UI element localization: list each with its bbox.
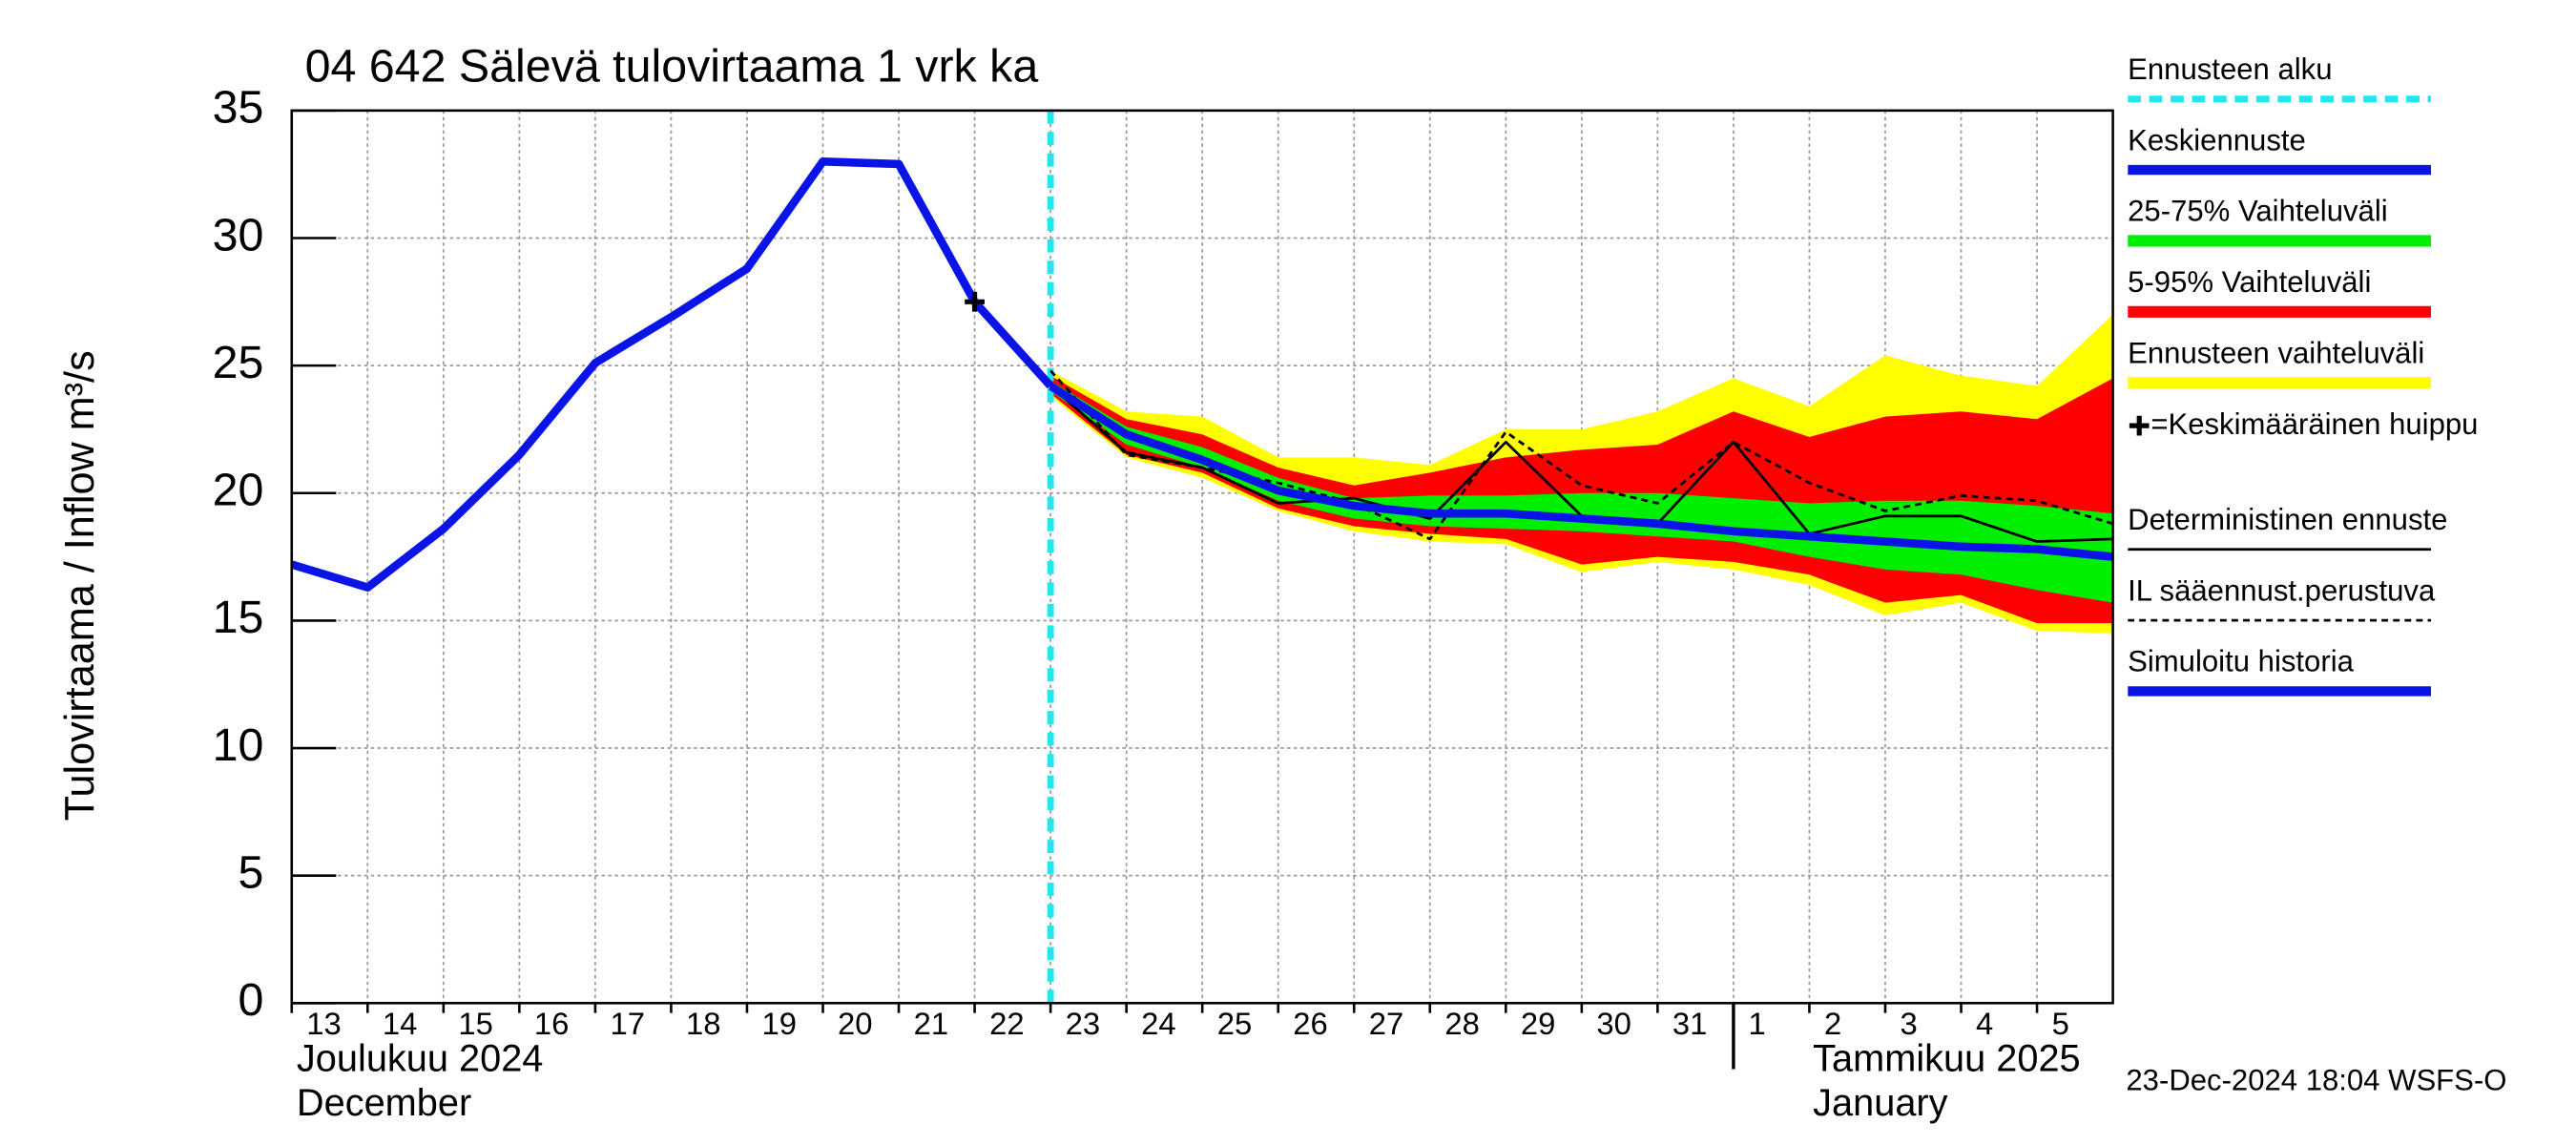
plot-frame (290, 109, 2114, 1005)
x-tick-label: 16 (534, 1006, 569, 1041)
x-tick-label: 28 (1444, 1006, 1479, 1041)
x-tick-label: 1 (1748, 1006, 1765, 1041)
x-tick-label: 5 (2052, 1006, 2069, 1041)
legend-text: 25-75% Vaihteluväli (2128, 195, 2388, 228)
legend-swatch (2128, 95, 2431, 103)
x-tick-label: 31 (1672, 1006, 1707, 1041)
legend-text: Deterministinen ennuste (2128, 503, 2448, 536)
y-tick-label: 0 (238, 974, 263, 1026)
legend-item: 5-95% Vaihteluväli (2128, 264, 2510, 335)
legend-item: Ennusteen alku (2128, 52, 2510, 122)
legend-item: =Keskimääräinen huippu (2128, 406, 2510, 501)
x-tick-label: 29 (1521, 1006, 1555, 1041)
y-axis-label: Tulovirtaama / Inflow m³/s (57, 350, 103, 821)
legend-swatch (2128, 235, 2431, 247)
y-tick-label: 5 (238, 846, 263, 898)
y-tick-label: 10 (213, 719, 264, 771)
legend-swatch (2128, 686, 2431, 697)
x-tick-label: 30 (1596, 1006, 1631, 1041)
legend-swatch (2128, 305, 2431, 318)
legend-marker-shape (2129, 416, 2150, 436)
peak-marker (965, 291, 985, 312)
timestamp: 23-Dec-2024 18:04 WSFS-O (2126, 1064, 2506, 1097)
legend-item: Ennusteen vaihteluväli (2128, 335, 2510, 406)
legend-label: =Keskimääräinen huippu (2128, 406, 2500, 442)
legend-text: Keskiennuste (2128, 123, 2306, 157)
legend-swatch (2128, 618, 2431, 622)
x-tick-label: 26 (1293, 1006, 1327, 1041)
marks-layer (965, 291, 985, 312)
y-tick-label: 15 (213, 592, 264, 643)
x-tick-label: 14 (383, 1006, 417, 1041)
series-line (290, 156, 1054, 592)
legend-swatch (2128, 548, 2431, 552)
legend-text: 5-95% Vaihteluväli (2128, 265, 2372, 299)
band (1050, 381, 2113, 603)
month-label: December (297, 1082, 471, 1124)
legend-marker (2129, 416, 2150, 436)
x-tick-label: 4 (1976, 1006, 1993, 1041)
legend-label: 5-95% Vaihteluväli (2128, 264, 2510, 301)
y-tick-label: 20 (213, 465, 264, 516)
x-tick-label: 13 (306, 1006, 341, 1041)
x-tick-label: 19 (762, 1006, 797, 1041)
legend-item: IL sääennust.perustuva (2128, 572, 2510, 643)
legend-text: Ennusteen alku (2128, 52, 2333, 86)
legend-label: Simuloitu historia (2128, 643, 2510, 679)
legend-box: Ennusteen alku Keskiennuste 25-75% Vaihtel… (2128, 52, 2510, 715)
legend-swatch (2128, 164, 2431, 176)
x-tick-label: 20 (838, 1006, 872, 1041)
legend-item: 25-75% Vaihteluväli (2128, 193, 2510, 263)
month-label: Joulukuu 2024 (297, 1037, 543, 1079)
legend-label: Ennusteen vaihteluväli (2128, 335, 2510, 371)
month-label: Tammikuu 2025 (1813, 1037, 2080, 1079)
legend-label: Deterministinen ennuste (2128, 502, 2510, 538)
bands-layer (1050, 314, 2113, 634)
legend-text: IL sääennust.perustuva (2128, 573, 2436, 608)
legend-label: Keskiennuste (2128, 122, 2510, 158)
x-tick-label: 25 (1217, 1006, 1252, 1041)
x-tick-label: 23 (1066, 1006, 1100, 1041)
series-line (1048, 382, 2114, 561)
month-label: January (1813, 1082, 1947, 1124)
legend: Ennusteen alku Keskiennuste 25-75% Vaihtel… (2128, 52, 2510, 715)
x-tick-label: 17 (610, 1006, 644, 1041)
legend-text: Simuloitu historia (2128, 645, 2354, 678)
y-tick-label: 30 (213, 209, 264, 260)
x-tick-label: 18 (686, 1006, 720, 1041)
legend-swatch (2128, 377, 2431, 389)
chart-title: 04 642 Sälevä tulovirtaama 1 vrk ka (305, 40, 1039, 92)
legend-text: =Keskimääräinen huippu (2150, 407, 2479, 441)
legend-label: IL sääennust.perustuva (2128, 572, 2510, 609)
y-tick-label: 25 (213, 337, 264, 388)
legend-label: 25-75% Vaihteluväli (2128, 193, 2510, 229)
legend-label: Ennusteen alku (2128, 52, 2510, 88)
legend-text: Ennusteen vaihteluväli (2128, 336, 2425, 370)
x-tick-label: 27 (1369, 1006, 1403, 1041)
y-tick-label: 35 (213, 82, 264, 134)
legend-item: Keskiennuste (2128, 122, 2510, 193)
x-tick-label: 3 (1901, 1006, 1918, 1041)
legend-item: Deterministinen ennuste (2128, 502, 2510, 572)
x-tick-label: 2 (1824, 1006, 1841, 1041)
legend-item: Simuloitu historia (2128, 643, 2510, 714)
x-tick-label: 21 (914, 1006, 948, 1041)
x-tick-label: 24 (1141, 1006, 1175, 1041)
x-tick-label: 15 (458, 1006, 492, 1041)
frame-layer (290, 109, 2114, 1070)
lines-layer (290, 156, 2114, 592)
x-tick-label: 22 (989, 1006, 1024, 1041)
